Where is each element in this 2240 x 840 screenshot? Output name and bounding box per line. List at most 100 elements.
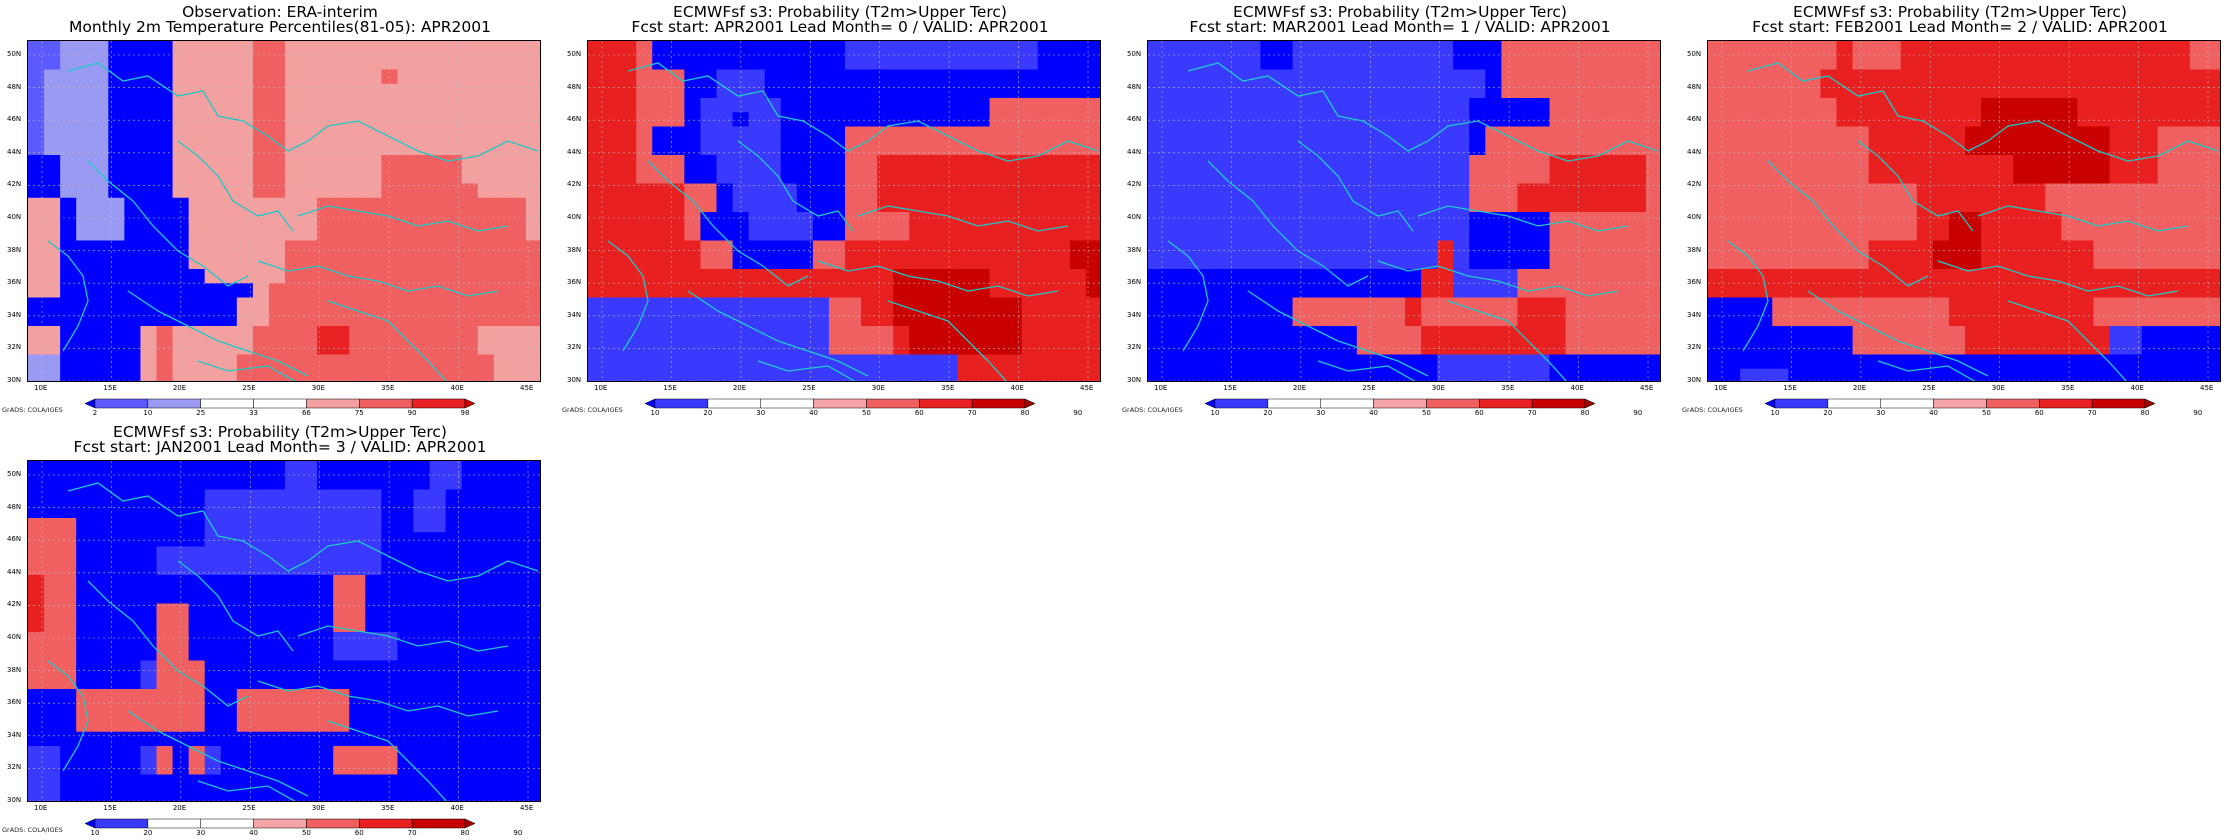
grid-cell: [252, 489, 270, 505]
grid-cell: [108, 169, 125, 184]
coastline: [1317, 360, 1416, 381]
grid-cell: [268, 340, 286, 355]
grid-cell: [493, 703, 511, 718]
grid-cell: [124, 41, 141, 56]
grid-cell: [2045, 83, 2062, 99]
grid-cell: [493, 788, 511, 801]
map-plot[interactable]: [1147, 40, 1661, 382]
grid-cell: [317, 55, 334, 70]
lat-tick-label: 46N: [1127, 115, 1142, 124]
grid-cell: [381, 546, 398, 562]
grid-cell: [812, 126, 830, 142]
grid-cell: [1772, 55, 1789, 70]
colorbar-swatch: [1205, 398, 1216, 409]
grid-cell: [108, 368, 125, 381]
grid-cell: [349, 703, 366, 718]
grid-cell: [317, 575, 334, 590]
grid-cell: [1037, 41, 1055, 56]
grid-cell: [2125, 297, 2143, 313]
grid-cell: [477, 269, 495, 284]
grid-cell: [1565, 212, 1583, 227]
grid-cell: [365, 254, 382, 270]
grid-cell: [957, 326, 974, 341]
grid-cell: [1372, 197, 1390, 213]
grid-cell: [716, 340, 734, 355]
grid-cell: [1260, 155, 1277, 170]
grid-cell: [220, 560, 238, 576]
grid-cell: [381, 297, 398, 313]
grid-cell: [301, 632, 318, 647]
grid-cell: [1613, 126, 1631, 142]
grid-cell: [1085, 169, 1100, 184]
grid-cell: [28, 254, 45, 270]
grid-cell: [1421, 226, 1438, 241]
map-plot[interactable]: [587, 40, 1101, 382]
grid-cell: [1804, 112, 1821, 127]
grid-cell: [1244, 240, 1261, 256]
grid-cell: [461, 311, 479, 327]
grid-cell: [381, 183, 398, 199]
grid-cell: [1053, 269, 1071, 284]
grid-cell: [877, 183, 894, 199]
grid-cell: [76, 674, 93, 690]
grid-cell: [909, 140, 926, 156]
grid-cell: [877, 126, 894, 142]
grid-cell: [60, 197, 77, 213]
grid-cell: [413, 717, 431, 733]
grid-cell: [1820, 368, 1837, 381]
grid-cell: [957, 297, 974, 313]
grid-cell: [76, 311, 93, 327]
grid-cell: [349, 155, 366, 170]
grid-cell: [780, 212, 798, 227]
lon-tick-label: 25E: [1922, 384, 1936, 392]
grid-cell: [1565, 69, 1583, 85]
grid-cell: [1421, 183, 1438, 199]
grid-cell: [812, 169, 830, 184]
lat-tick-label: 48N: [7, 82, 22, 91]
grid-cell: [716, 69, 734, 85]
grid-cell: [365, 140, 382, 156]
grid-cell: [1053, 212, 1071, 227]
grid-cell: [700, 98, 717, 113]
grid-cell: [236, 575, 254, 590]
grid-cell: [268, 788, 286, 801]
grid-cell: [317, 340, 334, 355]
grid-cell: [1437, 41, 1454, 56]
map-plot[interactable]: [27, 40, 541, 382]
grid-cell: [684, 311, 701, 327]
grid-cell: [461, 41, 479, 56]
map-plot[interactable]: [1707, 40, 2221, 382]
grid-cell: [845, 354, 862, 370]
grid-cell: [317, 674, 334, 690]
grid-cell: [2157, 155, 2175, 170]
lat-tick-label: 38N: [7, 245, 22, 254]
grid-cell: [1533, 98, 1551, 113]
grid-cell: [349, 354, 366, 370]
grid-cell: [812, 283, 830, 298]
grid-cell: [220, 354, 238, 370]
grid-cell: [684, 140, 701, 156]
grid-cell: [204, 140, 222, 156]
grid-cell: [461, 183, 479, 199]
grid-cell: [509, 240, 527, 256]
grid-cell: [220, 41, 238, 56]
grid-cell: [477, 368, 495, 381]
grid-cell: [1900, 254, 1918, 270]
grid-cell: [1804, 311, 1821, 327]
grid-cell: [445, 646, 463, 661]
grid-cell: [333, 197, 350, 213]
grid-cell: [92, 283, 109, 298]
grid-cell: [1565, 311, 1583, 327]
grid-cell: [925, 354, 942, 370]
grid-cell: [2109, 269, 2127, 284]
grid-cell: [60, 155, 77, 170]
grid-cell: [365, 169, 382, 184]
map-plot[interactable]: [27, 460, 541, 802]
grid-cell: [588, 297, 605, 313]
grid-cell: [349, 197, 366, 213]
grid-cell: [301, 83, 318, 99]
grid-cell: [1260, 98, 1277, 113]
grid-cell: [204, 269, 222, 284]
grid-cell: [1308, 69, 1326, 85]
grid-cell: [1724, 311, 1741, 327]
